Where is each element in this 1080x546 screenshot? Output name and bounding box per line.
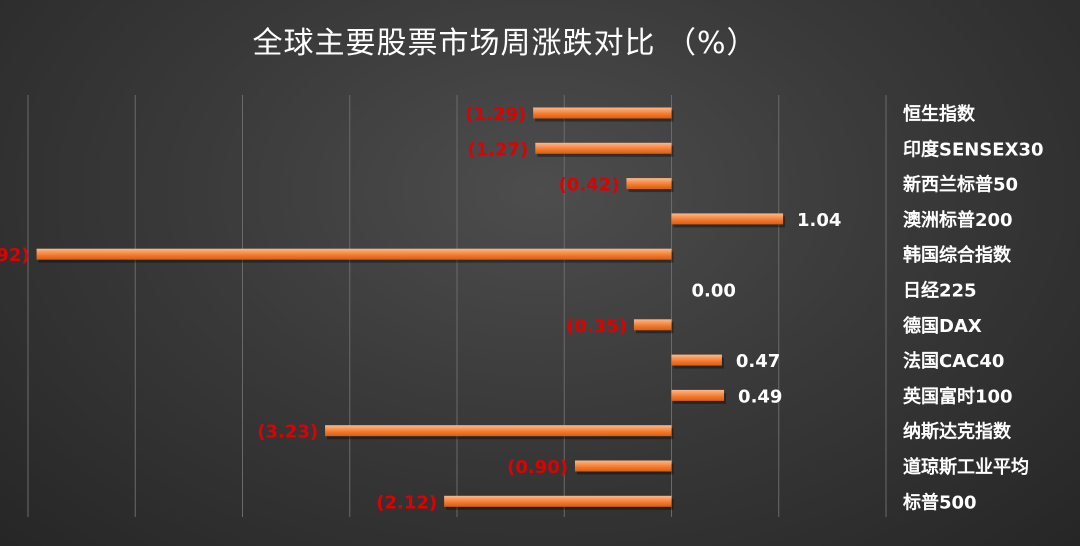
bar-3 [626, 178, 672, 190]
bar-2 [535, 142, 672, 154]
category-label-8: 法国CAC40 [903, 350, 1004, 372]
category-label-11: 道琼斯工业平均 [903, 456, 1029, 478]
value-label-10: (3.23) [257, 422, 318, 443]
category-label-1: 恒生指数 [903, 103, 976, 125]
category-label-2: 印度SENSEX30 [903, 138, 1044, 160]
bar-1 [533, 107, 672, 119]
value-label-3: (0.42) [559, 175, 620, 196]
bar-11 [574, 460, 672, 472]
value-label-1: (1.29) [465, 104, 526, 125]
value-label-2: (1.27) [467, 139, 528, 160]
category-label-3: 新西兰标普50 [903, 174, 1018, 196]
category-label-12: 标普500 [902, 491, 977, 513]
bar-8 [671, 354, 722, 366]
category-label-6: 日经225 [903, 280, 977, 302]
chart-title: 全球主要股票市场周涨跌对比 （%） [252, 26, 758, 61]
bar-7 [633, 319, 672, 331]
value-label-9: 0.49 [738, 386, 782, 407]
value-label-5: (5.92) [0, 245, 30, 266]
category-label-9: 英国富时100 [902, 385, 1013, 407]
category-label-10: 纳斯达克指数 [903, 421, 1012, 443]
bar-9 [671, 389, 725, 401]
value-label-4: 1.04 [797, 210, 841, 231]
bar-10 [325, 425, 672, 437]
value-label-11: (0.90) [507, 457, 568, 478]
bar-12 [444, 495, 672, 507]
value-label-6: 0.00 [692, 281, 736, 302]
category-label-5: 韩国综合指数 [903, 244, 1012, 266]
category-label-7: 德国DAX [903, 315, 982, 337]
bar-5 [36, 248, 672, 260]
value-label-12: (2.12) [376, 492, 437, 513]
value-label-7: (0.35) [566, 316, 627, 337]
value-label-8: 0.47 [736, 351, 780, 372]
bar-4 [671, 213, 784, 225]
category-label-4: 澳洲标普200 [903, 209, 1013, 231]
